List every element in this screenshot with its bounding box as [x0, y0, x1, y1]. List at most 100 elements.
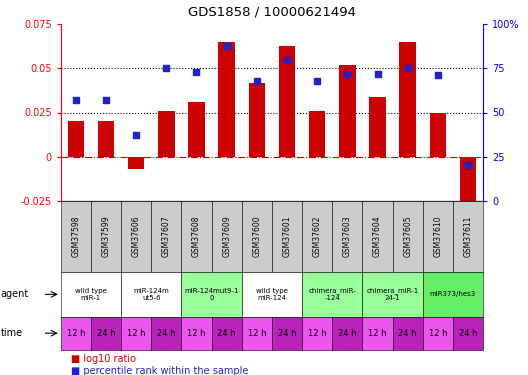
Text: GSM37601: GSM37601: [282, 216, 291, 257]
Bar: [249, 82, 265, 157]
Text: ■ log10 ratio: ■ log10 ratio: [71, 354, 136, 364]
Text: 24 h: 24 h: [399, 328, 417, 338]
Text: wild type
miR-124: wild type miR-124: [256, 288, 288, 301]
Text: 12 h: 12 h: [308, 328, 326, 338]
Bar: [272, 317, 302, 350]
Text: 12 h: 12 h: [67, 328, 85, 338]
Bar: [98, 122, 114, 157]
Bar: [460, 157, 476, 213]
Point: [433, 72, 442, 78]
Bar: [182, 201, 212, 272]
Bar: [393, 317, 423, 350]
Bar: [121, 201, 151, 272]
Text: 12 h: 12 h: [429, 328, 447, 338]
Text: GSM37607: GSM37607: [162, 215, 171, 257]
Bar: [332, 201, 362, 272]
Text: 24 h: 24 h: [278, 328, 296, 338]
Bar: [242, 201, 272, 272]
Text: GDS1858 / 10000621494: GDS1858 / 10000621494: [188, 6, 356, 19]
Point: [162, 65, 171, 71]
Bar: [151, 317, 182, 350]
Bar: [453, 317, 483, 350]
Bar: [212, 317, 242, 350]
Bar: [91, 201, 121, 272]
Text: 24 h: 24 h: [459, 328, 477, 338]
Text: GSM37606: GSM37606: [131, 215, 140, 257]
Bar: [362, 201, 393, 272]
Text: 12 h: 12 h: [187, 328, 206, 338]
Text: 12 h: 12 h: [248, 328, 266, 338]
Bar: [242, 317, 272, 350]
Point: [373, 71, 382, 77]
Point: [132, 132, 140, 138]
Bar: [430, 112, 446, 157]
Point: [222, 42, 231, 48]
Bar: [121, 272, 182, 317]
Text: 24 h: 24 h: [157, 328, 176, 338]
Text: GSM37598: GSM37598: [71, 216, 80, 257]
Bar: [128, 157, 145, 169]
Bar: [332, 317, 362, 350]
Bar: [158, 111, 175, 157]
Point: [72, 97, 80, 103]
Bar: [219, 42, 235, 157]
Bar: [272, 201, 302, 272]
Bar: [362, 317, 393, 350]
Point: [343, 71, 352, 77]
Bar: [61, 317, 91, 350]
Text: 12 h: 12 h: [368, 328, 387, 338]
Bar: [61, 201, 91, 272]
Text: GSM37608: GSM37608: [192, 216, 201, 257]
Bar: [279, 45, 295, 157]
Point: [464, 162, 472, 168]
Text: miR-124m
ut5-6: miR-124m ut5-6: [134, 288, 169, 301]
Bar: [423, 201, 453, 272]
Bar: [423, 317, 453, 350]
Bar: [242, 272, 302, 317]
Bar: [188, 102, 205, 157]
Point: [102, 97, 110, 103]
Bar: [393, 201, 423, 272]
Point: [252, 78, 261, 84]
Bar: [362, 272, 423, 317]
Text: wild type
miR-1: wild type miR-1: [75, 288, 107, 301]
Bar: [302, 317, 332, 350]
Text: 24 h: 24 h: [338, 328, 356, 338]
Bar: [151, 201, 182, 272]
Text: time: time: [1, 328, 23, 338]
Text: GSM37603: GSM37603: [343, 215, 352, 257]
Bar: [212, 201, 242, 272]
Point: [192, 69, 201, 75]
Bar: [121, 317, 151, 350]
Text: ■ percentile rank within the sample: ■ percentile rank within the sample: [71, 366, 249, 375]
Text: 24 h: 24 h: [218, 328, 236, 338]
Point: [403, 65, 412, 71]
Text: GSM37600: GSM37600: [252, 215, 261, 257]
Text: agent: agent: [1, 290, 29, 299]
Bar: [453, 201, 483, 272]
Text: GSM37604: GSM37604: [373, 215, 382, 257]
Bar: [423, 272, 483, 317]
Point: [283, 57, 291, 63]
Text: 24 h: 24 h: [97, 328, 115, 338]
Bar: [309, 111, 325, 157]
Bar: [399, 42, 416, 157]
Text: miR373/hes3: miR373/hes3: [430, 291, 476, 297]
Text: miR-124mut9-1
0: miR-124mut9-1 0: [184, 288, 239, 301]
Text: GSM37599: GSM37599: [101, 215, 110, 257]
Text: 12 h: 12 h: [127, 328, 145, 338]
Bar: [302, 272, 362, 317]
Bar: [182, 272, 242, 317]
Text: GSM37611: GSM37611: [464, 216, 473, 257]
Bar: [182, 317, 212, 350]
Text: GSM37605: GSM37605: [403, 215, 412, 257]
Bar: [339, 65, 356, 157]
Text: GSM37610: GSM37610: [433, 216, 442, 257]
Text: GSM37609: GSM37609: [222, 215, 231, 257]
Bar: [91, 317, 121, 350]
Bar: [68, 122, 84, 157]
Text: chimera_miR-1
24-1: chimera_miR-1 24-1: [366, 288, 419, 301]
Text: GSM37602: GSM37602: [313, 216, 322, 257]
Bar: [61, 272, 121, 317]
Text: chimera_miR-
-124: chimera_miR- -124: [308, 288, 356, 301]
